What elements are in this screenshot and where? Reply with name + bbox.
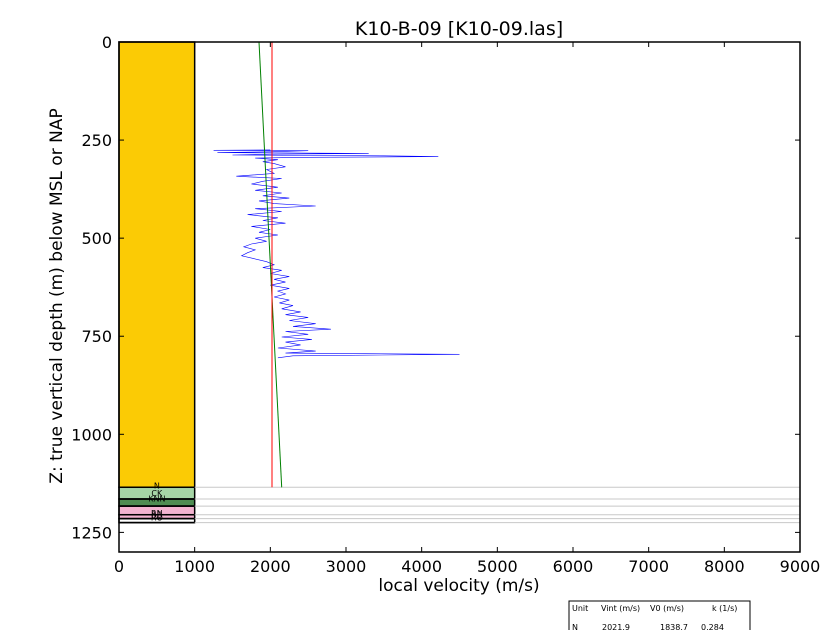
legend-cell-0-1: 2021.9 (602, 623, 630, 630)
y-tick-label-1: 250 (81, 131, 112, 150)
axes-frame (118, 41, 801, 553)
series-line-1 (258, 41, 283, 488)
chart-title: K10-B-09 [K10-09.las] (355, 18, 563, 40)
unit-label-ck: CK (151, 489, 163, 498)
x-tick-label-9: 9000 (780, 557, 821, 576)
y-tick-label-0: 0 (102, 33, 112, 52)
unit-label-rb: RB (151, 511, 162, 520)
y-tick-label-3: 750 (81, 327, 112, 346)
lithology-unit-0 (118, 41, 196, 489)
unit-label-ro: RO (151, 513, 163, 522)
legend-cell-0-3: 0.284 (701, 623, 724, 630)
x-tick-label-2: 2000 (250, 557, 291, 576)
legend-header-1: Vint (m/s) (601, 604, 640, 613)
legend-cell-0-2: 1838.7 (660, 623, 688, 630)
legend-header-0: Unit (572, 604, 588, 613)
unit-label-knn: KNN (148, 494, 165, 503)
x-tick-label-0: 0 (114, 557, 124, 576)
x-tick-label-7: 7000 (628, 557, 669, 576)
y-tick-label-4: 1000 (71, 425, 112, 444)
y-tick-label-2: 500 (81, 229, 112, 248)
y-tick-label-5: 1250 (71, 523, 112, 542)
x-tick-label-4: 4000 (401, 557, 442, 576)
x-tick-label-1: 1000 (174, 557, 215, 576)
x-axis-title: local velocity (m/s) (378, 576, 539, 596)
x-tick-label-6: 6000 (553, 557, 594, 576)
unit-label-n: N (154, 481, 160, 490)
legend-box (568, 600, 751, 630)
x-tick-label-8: 8000 (704, 557, 745, 576)
unit-label-rn: RN (151, 509, 163, 518)
legend-cell-0-0: N (572, 623, 578, 630)
x-tick-label-3: 3000 (326, 557, 367, 576)
legend-header-3: k (1/s) (712, 604, 737, 613)
series-line-0 (213, 149, 460, 359)
legend-header-2: V0 (m/s) (650, 604, 684, 613)
y-axis-title: Z: true vertical depth (m) below MSL or … (47, 108, 67, 483)
x-tick-label-5: 5000 (477, 557, 518, 576)
velocity-table-legend: Unit Vint (m/s) V0 (m/s) k (1/s) N 2021.9 1838… (568, 600, 751, 630)
